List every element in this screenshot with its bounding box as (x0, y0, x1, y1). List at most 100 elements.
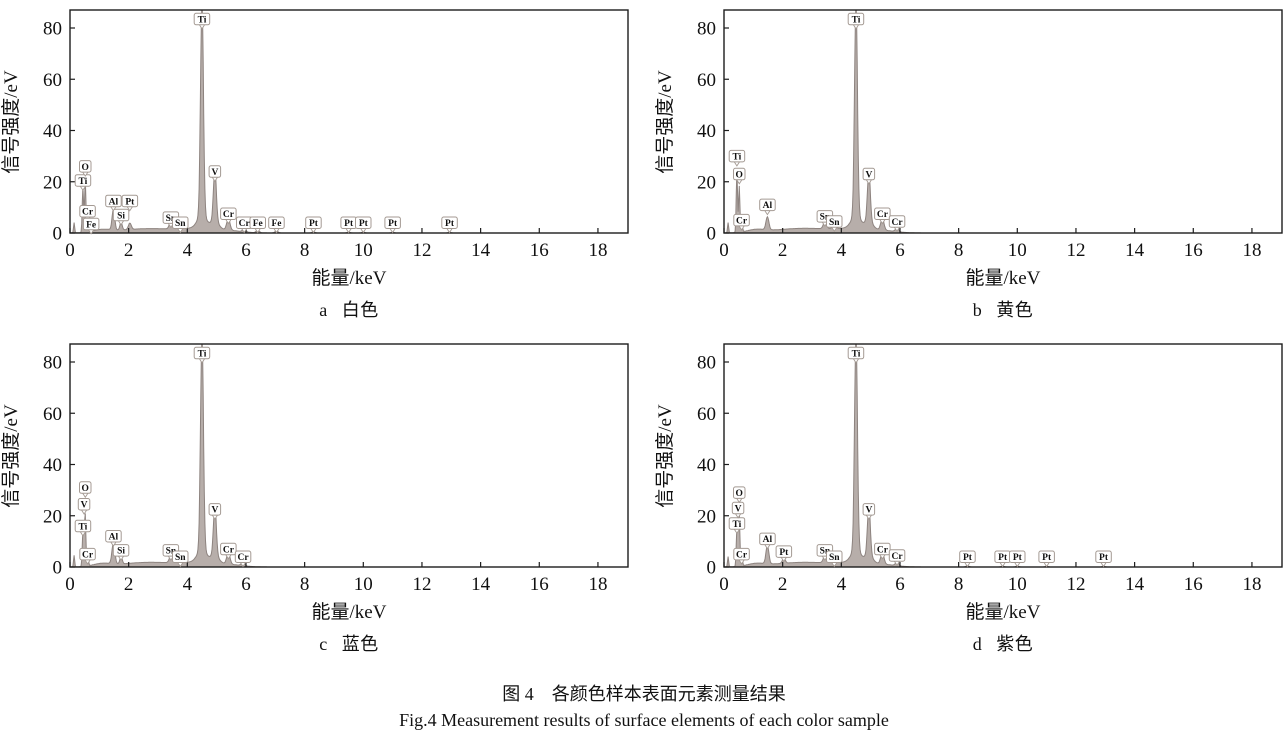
svg-text:V: V (865, 170, 872, 180)
svg-text:Fe: Fe (271, 219, 281, 229)
svg-text:4: 4 (837, 240, 847, 261)
svg-text:Pt: Pt (779, 548, 789, 558)
svg-text:80: 80 (43, 353, 62, 374)
svg-text:Pt: Pt (1013, 553, 1023, 563)
svg-text:Ti: Ti (78, 177, 87, 187)
svg-text:0: 0 (707, 224, 717, 245)
svg-text:Ti: Ti (732, 520, 741, 530)
svg-text:10: 10 (1008, 574, 1027, 595)
svg-text:能量/keV: 能量/keV (312, 267, 387, 289)
svg-text:60: 60 (697, 70, 716, 91)
panel-c-caption: c 蓝色 (70, 630, 628, 656)
svg-text:60: 60 (43, 70, 62, 91)
svg-text:Al: Al (109, 533, 119, 543)
panel-a-caption: a 白色 (70, 296, 628, 322)
svg-text:V: V (735, 504, 742, 514)
panel-a-sample-name: 白色 (341, 300, 379, 320)
svg-text:Si: Si (117, 211, 125, 221)
svg-text:18: 18 (1242, 240, 1261, 261)
svg-text:8: 8 (300, 574, 310, 595)
svg-text:0: 0 (65, 574, 75, 595)
panel-a: 0 2 4 6 8 10 12 14 16 18 0 20 40 60 80 能量/keV 信号强度/eV Ti O… (0, 0, 634, 332)
svg-text:Ti: Ti (852, 349, 861, 359)
svg-text:10: 10 (354, 574, 373, 595)
svg-text:2: 2 (778, 574, 788, 595)
eds-spectrum-chart-d: 0 2 4 6 8 10 12 14 16 18 0 20 40 60 80 能量/keV 信号强度/eV Ti V… (654, 343, 1283, 623)
svg-text:4: 4 (837, 574, 847, 595)
svg-text:Pt: Pt (309, 219, 319, 229)
svg-text:Cr: Cr (736, 217, 748, 227)
svg-text:20: 20 (697, 506, 716, 527)
svg-text:Pt: Pt (125, 197, 135, 207)
svg-text:Pt: Pt (998, 553, 1008, 563)
svg-text:6: 6 (895, 574, 905, 595)
svg-text:V: V (865, 506, 872, 516)
svg-text:Al: Al (763, 535, 773, 545)
svg-text:Sn: Sn (829, 553, 840, 563)
svg-text:6: 6 (241, 574, 251, 595)
svg-text:14: 14 (1125, 240, 1145, 261)
panel-a-letter: a (319, 300, 328, 320)
panel-b-letter: b (972, 300, 983, 320)
svg-text:Cr: Cr (736, 551, 748, 561)
svg-text:0: 0 (707, 558, 717, 579)
svg-text:10: 10 (1008, 240, 1027, 261)
panel-c: 0 2 4 6 8 10 12 14 16 18 0 20 40 60 80 能量/keV 信号强度/eV Ti V… (0, 334, 634, 666)
svg-text:能量/keV: 能量/keV (312, 601, 387, 623)
svg-text:18: 18 (1242, 574, 1261, 595)
svg-text:Al: Al (109, 197, 119, 207)
svg-text:信号强度/eV: 信号强度/eV (654, 404, 676, 508)
eds-spectrum-chart-a: 0 2 4 6 8 10 12 14 16 18 0 20 40 60 80 能量/keV 信号强度/eV Ti O… (0, 9, 629, 289)
panel-c-letter: c (319, 634, 328, 654)
figure-caption-chinese: 图 4 各颜色样本表面元素测量结果 (502, 684, 786, 704)
svg-text:40: 40 (43, 455, 62, 476)
svg-text:80: 80 (43, 19, 62, 40)
svg-text:4: 4 (183, 240, 193, 261)
svg-text:Sn: Sn (175, 553, 186, 563)
svg-text:18: 18 (588, 574, 607, 595)
svg-text:12: 12 (412, 574, 431, 595)
svg-text:Sn: Sn (820, 213, 831, 223)
panel-d-caption: d 紫色 (724, 630, 1282, 656)
svg-text:14: 14 (1125, 574, 1145, 595)
svg-text:V: V (81, 501, 88, 511)
svg-text:4: 4 (183, 574, 193, 595)
svg-text:20: 20 (43, 172, 62, 193)
svg-text:6: 6 (241, 240, 251, 261)
svg-text:Ti: Ti (198, 349, 207, 359)
svg-text:Fe: Fe (253, 219, 263, 229)
svg-text:8: 8 (300, 240, 310, 261)
svg-text:16: 16 (530, 574, 549, 595)
svg-text:Pt: Pt (388, 219, 398, 229)
svg-text:Sn: Sn (829, 218, 840, 228)
svg-text:Al: Al (763, 201, 773, 211)
svg-text:Pt: Pt (963, 553, 973, 563)
svg-text:40: 40 (43, 121, 62, 142)
svg-text:0: 0 (719, 574, 729, 595)
svg-text:信号强度/eV: 信号强度/eV (654, 70, 676, 174)
svg-text:0: 0 (719, 240, 729, 261)
svg-text:20: 20 (697, 172, 716, 193)
svg-text:8: 8 (954, 240, 964, 261)
eds-spectrum-chart-c: 0 2 4 6 8 10 12 14 16 18 0 20 40 60 80 能量/keV 信号强度/eV Ti V… (0, 343, 629, 623)
svg-text:Cr: Cr (877, 210, 889, 220)
svg-text:2: 2 (124, 574, 134, 595)
svg-text:信号强度/eV: 信号强度/eV (0, 404, 22, 508)
panel-d-letter: d (972, 634, 983, 654)
svg-text:Ti: Ti (78, 522, 87, 532)
svg-text:80: 80 (697, 19, 716, 40)
panel-d-sample-name: 紫色 (996, 634, 1034, 654)
svg-text:Cr: Cr (239, 219, 251, 229)
svg-text:Cr: Cr (82, 208, 94, 218)
panel-b: 0 2 4 6 8 10 12 14 16 18 0 20 40 60 80 能量/keV 信号强度/eV Ti O… (654, 0, 1288, 332)
svg-text:能量/keV: 能量/keV (966, 601, 1041, 623)
svg-text:能量/keV: 能量/keV (966, 267, 1041, 289)
svg-text:Ti: Ti (732, 153, 741, 163)
svg-text:12: 12 (1066, 240, 1085, 261)
svg-text:Pt: Pt (445, 219, 455, 229)
svg-text:信号强度/eV: 信号强度/eV (0, 70, 22, 174)
svg-text:20: 20 (43, 506, 62, 527)
svg-text:Ti: Ti (852, 15, 861, 25)
svg-text:Cr: Cr (223, 545, 235, 555)
svg-text:80: 80 (697, 353, 716, 374)
